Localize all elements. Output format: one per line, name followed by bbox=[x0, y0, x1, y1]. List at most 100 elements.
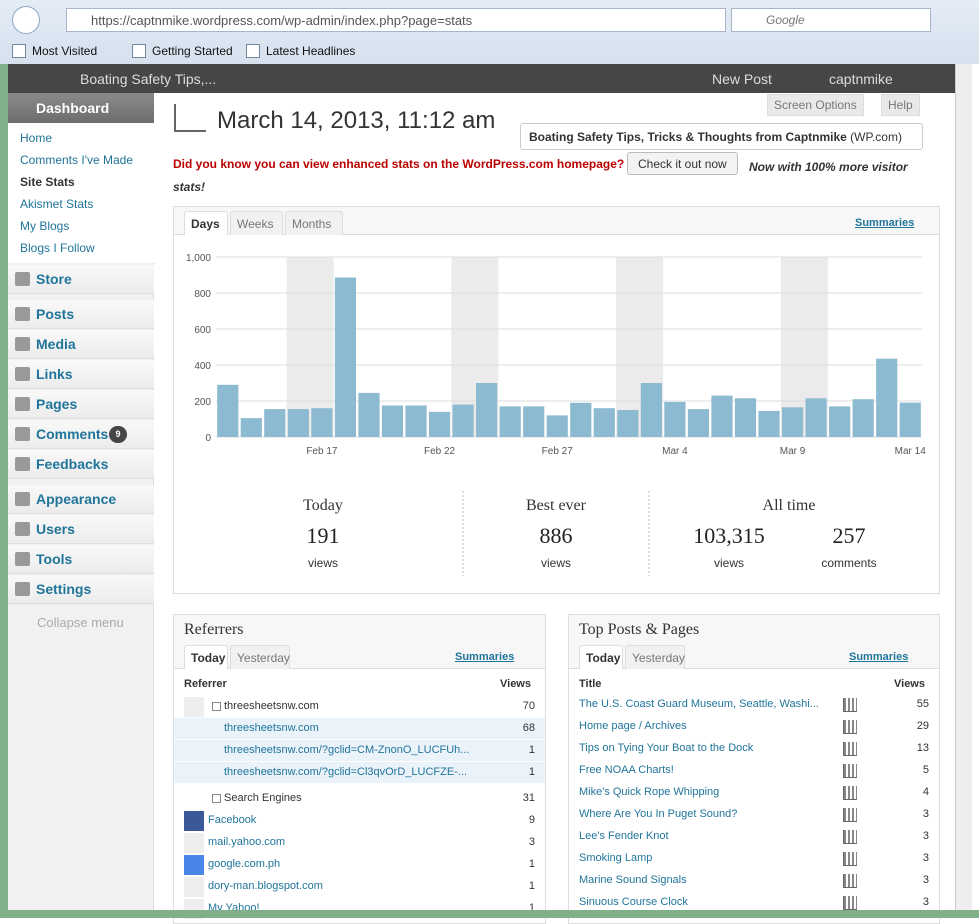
url-bar[interactable]: https://captnmike.wordpress.com/wp-admin… bbox=[66, 8, 726, 32]
referrer[interactable]: Facebook bbox=[208, 814, 257, 826]
post-stats-icon[interactable] bbox=[843, 874, 857, 888]
post-title[interactable]: Free NOAA Charts! bbox=[579, 764, 674, 776]
y-tick-label: 600 bbox=[194, 325, 211, 336]
x-tick-label: Feb 22 bbox=[424, 446, 456, 457]
blog-select[interactable]: Boating Safety Tips, Tricks & Thoughts f… bbox=[520, 123, 923, 150]
post-stats-icon[interactable] bbox=[843, 764, 857, 778]
user-name[interactable]: captnmike bbox=[829, 71, 893, 87]
referrer-views: 9 bbox=[528, 814, 535, 826]
column-header: Title bbox=[579, 678, 602, 690]
post-stats-icon[interactable] bbox=[843, 896, 857, 910]
collapse-menu[interactable]: Collapse menu bbox=[37, 615, 124, 630]
post-views: 55 bbox=[916, 698, 929, 710]
bookmark[interactable]: Most Visited bbox=[32, 44, 98, 58]
panel-tab[interactable]: Today bbox=[579, 645, 623, 669]
post-title[interactable]: Home page / Archives bbox=[579, 720, 687, 732]
menu-item[interactable]: Comments bbox=[36, 426, 109, 442]
post-stats-icon[interactable] bbox=[843, 698, 857, 712]
help[interactable]: Help bbox=[881, 94, 920, 116]
menu-item[interactable]: Pages bbox=[36, 396, 78, 412]
menu-item-bg bbox=[8, 450, 154, 479]
bar bbox=[311, 408, 333, 437]
bookmark[interactable]: Latest Headlines bbox=[266, 44, 356, 58]
summaries-link[interactable]: Summaries bbox=[455, 651, 515, 663]
referrer-views: 1 bbox=[528, 858, 535, 870]
bar bbox=[899, 402, 921, 437]
post-title[interactable]: Marine Sound Signals bbox=[579, 874, 687, 886]
panel-title: Referrers bbox=[184, 621, 244, 638]
post-title[interactable]: Tips on Tying Your Boat to the Dock bbox=[579, 742, 754, 754]
post-title[interactable]: Mike's Quick Rope Whipping bbox=[579, 786, 720, 798]
referrer-views: 3 bbox=[528, 836, 535, 848]
post-views: 13 bbox=[916, 742, 929, 754]
new-post[interactable]: New Post bbox=[712, 71, 772, 87]
notice-button[interactable]: Check it out now bbox=[627, 152, 738, 175]
menu-item-bg bbox=[8, 390, 154, 419]
blog-suffix: (WP.com) bbox=[850, 130, 902, 144]
menu-item-bg bbox=[8, 360, 154, 389]
panel-tab[interactable]: Today bbox=[184, 645, 228, 669]
bar bbox=[617, 410, 639, 437]
menu-item[interactable]: Links bbox=[36, 366, 73, 382]
chart-tab[interactable]: Days bbox=[184, 211, 228, 235]
scrollbar bbox=[955, 64, 972, 910]
y-tick-label: 0 bbox=[205, 433, 211, 444]
menu-item[interactable]: Appearance bbox=[36, 491, 117, 507]
menu-item[interactable]: Users bbox=[36, 521, 75, 537]
post-stats-icon[interactable] bbox=[843, 852, 857, 866]
summary-number: 103,315 bbox=[693, 523, 765, 548]
back-button[interactable] bbox=[12, 6, 40, 34]
bar bbox=[852, 399, 874, 437]
post-stats-icon[interactable] bbox=[843, 720, 857, 734]
panel-tab[interactable]: Yesterday bbox=[625, 645, 685, 669]
post-stats-icon[interactable] bbox=[843, 830, 857, 844]
submenu-item[interactable]: Akismet Stats bbox=[20, 197, 94, 211]
post-stats-icon[interactable] bbox=[843, 742, 857, 756]
menu-item-bg bbox=[8, 420, 154, 449]
summary-label: Best ever bbox=[526, 497, 587, 514]
menu-item[interactable]: Posts bbox=[36, 306, 75, 322]
row-bg bbox=[174, 762, 545, 784]
chart-tab[interactable]: Months bbox=[285, 211, 343, 235]
panel-tab[interactable]: Yesterday bbox=[230, 645, 290, 669]
summaries-link[interactable]: Summaries bbox=[855, 217, 915, 229]
post-title[interactable]: Where Are You In Puget Sound? bbox=[579, 808, 738, 820]
referrer[interactable]: threesheetsnw.com bbox=[224, 722, 319, 734]
referrer[interactable]: threesheetsnw.com/?gclid=CM-ZnonO_LUCFUh… bbox=[224, 744, 470, 756]
post-views: 3 bbox=[922, 852, 929, 864]
menu-item[interactable]: Settings bbox=[36, 581, 92, 597]
referrer-views: 1 bbox=[528, 902, 535, 914]
bar bbox=[428, 411, 451, 437]
post-stats-icon[interactable] bbox=[843, 808, 857, 822]
site-name[interactable]: Boating Safety Tips,... bbox=[80, 71, 217, 87]
bookmark[interactable]: Getting Started bbox=[152, 44, 233, 58]
screen-options[interactable]: Screen Options bbox=[767, 94, 864, 116]
summary-number: 257 bbox=[833, 523, 866, 548]
post-title[interactable]: Smoking Lamp bbox=[579, 852, 653, 864]
submenu-item[interactable]: Blogs I Follow bbox=[20, 241, 95, 255]
post-title[interactable]: Sinuous Course Clock bbox=[579, 896, 688, 908]
referrer[interactable]: threesheetsnw.com/?gclid=Cl3qvOrD_LUCFZE… bbox=[224, 766, 468, 778]
post-title[interactable]: The U.S. Coast Guard Museum, Seattle, Wa… bbox=[579, 698, 819, 710]
search-box[interactable]: Google bbox=[731, 8, 931, 32]
menu-item[interactable]: Media bbox=[36, 336, 76, 352]
referrer[interactable]: mail.yahoo.com bbox=[208, 836, 286, 848]
submenu-item[interactable]: Home bbox=[20, 131, 53, 145]
referrer[interactable]: google.com.ph bbox=[208, 858, 281, 870]
post-stats-icon[interactable] bbox=[843, 786, 857, 800]
menu-icon bbox=[15, 582, 30, 596]
menu-item[interactable]: Store bbox=[36, 271, 72, 287]
submenu-item[interactable]: My Blogs bbox=[20, 219, 70, 233]
summaries-link[interactable]: Summaries bbox=[849, 651, 909, 663]
bar bbox=[781, 407, 804, 437]
dashboard-header[interactable]: Dashboard bbox=[8, 93, 154, 123]
submenu-item[interactable]: Comments I've Made bbox=[20, 153, 133, 167]
referrer[interactable]: dory-man.blogspot.com bbox=[208, 880, 323, 892]
menu-icon bbox=[15, 337, 30, 351]
post-title[interactable]: Lee's Fender Knot bbox=[579, 830, 669, 842]
menu-item[interactable]: Feedbacks bbox=[36, 456, 109, 472]
menu-item[interactable]: Tools bbox=[36, 551, 73, 567]
bookmark-icon bbox=[246, 44, 260, 58]
submenu-item[interactable]: Site Stats bbox=[20, 175, 75, 189]
chart-tab[interactable]: Weeks bbox=[230, 211, 283, 235]
